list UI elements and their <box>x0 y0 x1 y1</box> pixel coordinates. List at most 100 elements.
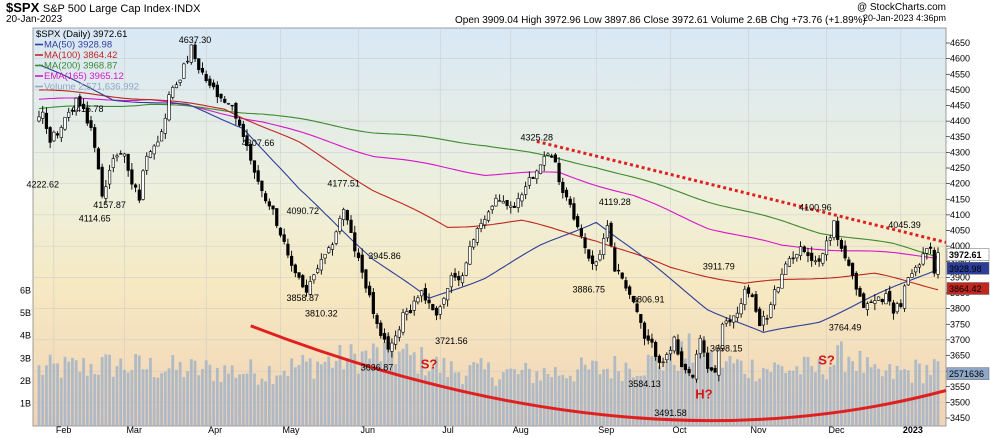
month-label: Dec <box>829 425 846 435</box>
candle-body <box>178 79 182 83</box>
price-tick-label: 3500 <box>950 397 970 407</box>
volume-bar <box>542 368 546 426</box>
volume-bar <box>442 357 446 426</box>
volume-bar <box>45 365 48 426</box>
price-tick-label: 3700 <box>950 335 970 345</box>
candle-body <box>379 322 383 336</box>
volume-tick-label: 3B <box>20 353 31 363</box>
candle-body <box>787 258 792 267</box>
price-tag-box <box>946 262 990 275</box>
volume-bar <box>104 354 108 426</box>
price-tag-text: 2571636 <box>949 369 984 379</box>
candle-body <box>583 237 587 249</box>
candle-body <box>635 303 639 312</box>
price-label: 4637.30 <box>179 35 212 45</box>
candle-body <box>876 296 881 301</box>
candle-body <box>59 127 63 138</box>
candle-body <box>37 116 41 122</box>
volume-bar <box>806 356 810 426</box>
candle-body <box>713 368 717 373</box>
candle-body <box>475 228 479 243</box>
volume-bar <box>795 366 799 426</box>
candle-body <box>843 245 847 259</box>
candle-body <box>546 153 550 156</box>
volume-bar <box>929 374 932 426</box>
candle-body <box>750 294 754 297</box>
volume-bar <box>412 352 416 426</box>
price-tick-label: 3900 <box>950 272 970 282</box>
candle-body <box>78 96 82 107</box>
price-label: 4177.51 <box>327 179 360 189</box>
volume-bar <box>791 370 795 426</box>
price-tick-label: 3550 <box>950 382 970 392</box>
overlay-lines <box>250 139 947 423</box>
candle-body <box>505 200 509 206</box>
candle-body <box>498 200 502 202</box>
candle-body <box>323 253 327 259</box>
volume-bar <box>657 366 661 426</box>
month-label: May <box>282 425 300 435</box>
volume-bar <box>420 347 424 426</box>
candle-body <box>691 374 695 378</box>
price-tag: 3972.61 <box>946 248 990 261</box>
volume-bar <box>717 349 721 426</box>
volume-bar <box>691 362 695 426</box>
volume-bar <box>591 360 594 426</box>
price-label: 3858.87 <box>286 293 319 303</box>
volume-bar <box>672 364 676 426</box>
volume-bar <box>293 367 297 426</box>
candle-body <box>449 275 453 288</box>
volume-bar <box>821 374 825 426</box>
volume-bar <box>405 343 409 426</box>
volume-bar <box>479 358 483 426</box>
month-label: Oct <box>673 425 688 435</box>
volume-bar <box>186 371 189 426</box>
month-label: Mar <box>126 425 142 435</box>
candle-body <box>100 166 104 197</box>
candle-body <box>850 262 855 276</box>
candle-body <box>854 272 858 290</box>
volume-bar <box>279 375 282 426</box>
price-label: 4325.28 <box>521 132 554 142</box>
candle-body <box>408 310 413 314</box>
candle-body <box>371 292 375 315</box>
candle-body <box>683 363 687 371</box>
volume-bar <box>762 368 765 426</box>
candle-body <box>598 254 602 261</box>
candle-body <box>301 275 305 288</box>
legend-entry: EMA(165) 3965.12 <box>44 71 124 82</box>
candle-body <box>925 248 929 254</box>
volume-bar <box>241 373 245 426</box>
candle-body <box>104 186 108 199</box>
month-label: Jul <box>442 425 454 435</box>
candle-body <box>654 341 658 357</box>
volume-bar <box>643 375 646 426</box>
candle-body <box>223 98 227 103</box>
volume-bar <box>349 344 353 426</box>
volume-bar <box>383 341 386 426</box>
candle-body <box>457 275 461 281</box>
volume-bar <box>487 362 490 426</box>
candle-body <box>616 269 621 272</box>
candle-body <box>41 111 45 119</box>
volume-bar <box>646 354 650 426</box>
price-label: 3806.91 <box>632 294 665 304</box>
volume-bar <box>832 364 836 426</box>
candle-body <box>148 151 153 158</box>
volume-bar <box>171 355 175 426</box>
candle-body <box>434 307 439 316</box>
candle-body <box>74 97 78 112</box>
volume-bar <box>550 377 554 426</box>
candle-body <box>732 315 736 323</box>
volume-bar <box>323 361 327 426</box>
candle-body <box>832 220 836 238</box>
candle-body <box>620 272 624 279</box>
candle-body <box>420 290 424 297</box>
volume-bar <box>914 359 918 426</box>
candle-body <box>55 133 60 136</box>
candle-body <box>609 222 613 246</box>
candle-body <box>795 254 799 259</box>
price-label: 4157.87 <box>93 200 126 210</box>
candle-body <box>208 78 212 86</box>
